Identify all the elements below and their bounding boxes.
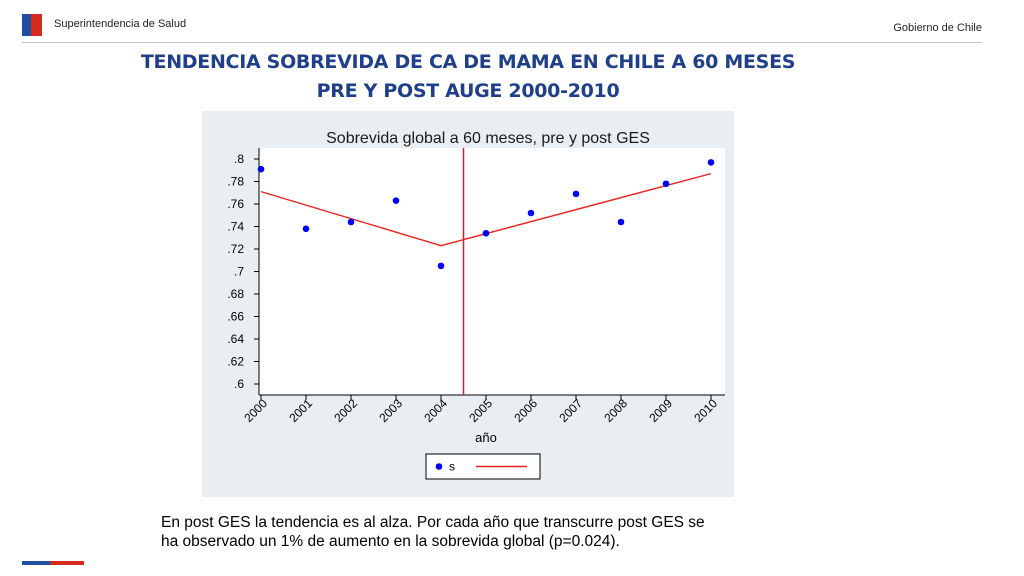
plot-area bbox=[259, 148, 725, 395]
x-axis-label: año bbox=[475, 430, 497, 445]
data-point bbox=[302, 225, 310, 233]
slide-title-line-2: PRE Y POST AUGE 2000-2010 bbox=[316, 80, 620, 102]
y-tick-label: .68 bbox=[227, 287, 244, 301]
footer-brand-bar bbox=[22, 561, 84, 565]
logo-red-block bbox=[31, 14, 42, 36]
caption-line-2: ha observado un 1% de aumento en la sobr… bbox=[161, 533, 620, 550]
legend-marker bbox=[435, 463, 443, 470]
legend-label: s bbox=[449, 460, 455, 474]
footer-bar-red bbox=[50, 561, 84, 565]
y-tick-label: .66 bbox=[227, 310, 244, 324]
y-tick-label: .76 bbox=[227, 197, 244, 211]
data-point bbox=[347, 218, 355, 226]
data-point bbox=[437, 262, 445, 270]
footer-bar-blue bbox=[22, 561, 50, 565]
data-point bbox=[527, 209, 535, 217]
y-tick-label: .72 bbox=[227, 242, 244, 256]
logo-blue-block bbox=[22, 14, 31, 36]
data-point bbox=[617, 218, 625, 226]
y-tick-label: .78 bbox=[227, 175, 244, 189]
fitted-trend-line bbox=[260, 172, 712, 247]
chart-panel: Sobrevida global a 60 meses, pre y post … bbox=[202, 111, 734, 497]
government-name: Gobierno de Chile bbox=[893, 22, 982, 34]
data-point bbox=[257, 165, 265, 173]
slide-title: TENDENCIA SOBREVIDA DE CA DE MAMA EN CHI… bbox=[118, 48, 818, 106]
data-point bbox=[572, 190, 580, 198]
chart-caption: En post GES la tendencia es al alza. Por… bbox=[161, 513, 801, 551]
y-tick-label: .8 bbox=[234, 152, 244, 166]
caption-line-1: En post GES la tendencia es al alza. Por… bbox=[161, 514, 705, 531]
chart-title: Sobrevida global a 60 meses, pre y post … bbox=[326, 130, 650, 147]
data-point bbox=[662, 180, 670, 188]
data-point bbox=[392, 197, 400, 204]
data-point bbox=[482, 229, 490, 237]
y-tick-label: .7 bbox=[234, 265, 244, 279]
header-divider bbox=[22, 42, 982, 43]
data-point bbox=[707, 159, 715, 166]
slide-title-line-1: TENDENCIA SOBREVIDA DE CA DE MAMA EN CHI… bbox=[140, 51, 796, 73]
government-logo bbox=[22, 14, 42, 36]
y-tick-label: .6 bbox=[234, 377, 244, 391]
survival-chart: Sobrevida global a 60 meses, pre y post … bbox=[202, 111, 734, 497]
organization-name: Superintendencia de Salud bbox=[54, 18, 187, 30]
y-tick-label: .74 bbox=[227, 220, 244, 234]
y-tick-label: .64 bbox=[227, 332, 244, 346]
y-tick-label: .62 bbox=[227, 355, 244, 369]
